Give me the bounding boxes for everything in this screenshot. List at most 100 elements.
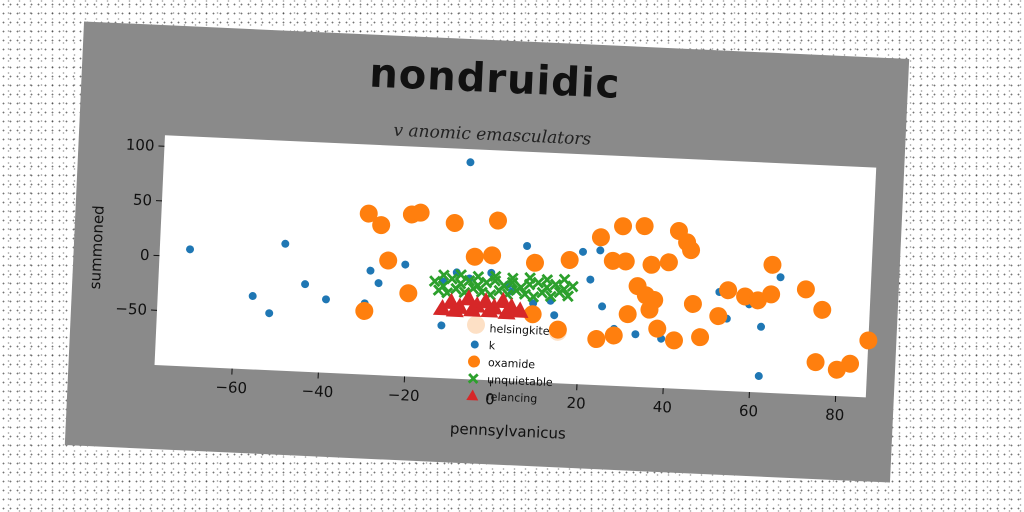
point-oxamide [379, 251, 398, 270]
point-unquietable [437, 269, 450, 282]
point-oxamide [709, 307, 728, 326]
point-oxamide [548, 320, 567, 339]
point-oxamide [682, 241, 701, 260]
point-k [550, 311, 559, 320]
point-oxamide [659, 253, 678, 272]
point-oxamide [372, 216, 391, 235]
point-oxamide [587, 330, 606, 349]
legend-marker-k [470, 340, 479, 349]
point-k [281, 239, 290, 248]
legend-marker-unquietable [467, 373, 479, 384]
x-tick-label: 40 [652, 398, 672, 417]
point-unquietable [541, 273, 554, 286]
point-unquietable [506, 272, 519, 285]
legend-label-helsingkite: helsingkite [489, 322, 550, 338]
legend-label-k: k [488, 339, 496, 352]
point-oxamide [489, 211, 508, 230]
point-oxamide [614, 217, 633, 236]
point-oxamide [665, 331, 684, 350]
point-unquietable [463, 274, 476, 287]
x-tick-label: −40 [301, 382, 333, 401]
point-unquietable [446, 272, 459, 285]
x-tick-label: 0 [485, 390, 495, 408]
point-unquietable [432, 284, 445, 297]
point-oxamide [640, 300, 659, 319]
point-oxamide [399, 284, 418, 303]
point-k [754, 372, 763, 381]
point-oxamide [763, 255, 782, 274]
point-oxamide [483, 246, 502, 265]
point-unquietable [472, 270, 485, 283]
point-k [757, 322, 766, 331]
point-oxamide [841, 354, 860, 373]
point-oxamide [648, 319, 667, 338]
point-relancing [432, 298, 451, 316]
point-unquietable [558, 273, 571, 286]
point-k [401, 260, 410, 269]
legend-label-relancing: relancing [486, 390, 537, 405]
y-tick-label: 100 [125, 135, 154, 154]
point-k [248, 292, 257, 301]
point-k [578, 247, 587, 256]
point-k [776, 273, 785, 282]
point-unquietable [493, 284, 506, 297]
x-axis: −60 −40 −20 0 20 40 60 80 [215, 368, 845, 424]
point-oxamide [560, 250, 579, 269]
point-relancing [445, 300, 464, 318]
legend-marker-oxamide [468, 355, 481, 368]
point-unquietable [562, 290, 575, 303]
point-oxamide [813, 300, 832, 319]
point-oxamide [591, 228, 610, 247]
point-relancing [480, 301, 499, 318]
point-oxamide [523, 305, 542, 324]
point-unquietable [553, 286, 566, 299]
legend-marker-relancing [466, 389, 479, 401]
legend-marker-helsingkite [469, 321, 482, 334]
point-oxamide [603, 251, 622, 270]
y-tick-label: −50 [115, 299, 147, 318]
x-tick-label: 20 [566, 394, 586, 413]
point-oxamide [618, 305, 637, 324]
point-unquietable [489, 270, 502, 283]
x-tick-label: −20 [387, 386, 419, 405]
point-k [437, 321, 446, 330]
y-tick-label: 50 [133, 191, 153, 210]
point-oxamide [635, 217, 654, 236]
point-oxamide [796, 280, 815, 299]
point-oxamide [762, 285, 781, 304]
y-axis: −50 0 50 100 [115, 135, 165, 319]
legend-label-unquietable: unquietable [487, 373, 553, 389]
point-unquietable [532, 276, 545, 289]
point-relancing [510, 301, 529, 318]
point-oxamide [642, 255, 661, 274]
legend-label-oxamide: oxamide [488, 356, 536, 371]
point-oxamide [359, 204, 378, 223]
point-k [596, 246, 605, 255]
point-oxamide [465, 247, 484, 266]
y-axis-label: summoned [86, 205, 108, 290]
point-unquietable [549, 278, 562, 291]
point-k [631, 330, 640, 339]
point-unquietable [428, 275, 441, 288]
point-k [366, 266, 375, 275]
point-k [586, 275, 595, 284]
point-unquietable [510, 284, 523, 297]
point-unquietable [523, 271, 536, 284]
x-axis-label: pennsylvanicus [450, 420, 567, 443]
point-oxamide [445, 213, 464, 232]
point-unquietable [480, 276, 493, 289]
y-tick-label: 0 [140, 246, 150, 264]
point-unquietable [527, 290, 540, 303]
point-oxamide [604, 326, 623, 345]
point-k [374, 279, 383, 288]
point-k [301, 280, 310, 289]
point-relancing [497, 302, 516, 320]
point-k [466, 158, 475, 167]
point-unquietable [454, 268, 468, 281]
point-k [321, 295, 330, 304]
chart-title: nondruidic [368, 51, 621, 108]
point-k [265, 309, 274, 318]
point-oxamide [683, 294, 702, 313]
point-unquietable [467, 282, 480, 295]
